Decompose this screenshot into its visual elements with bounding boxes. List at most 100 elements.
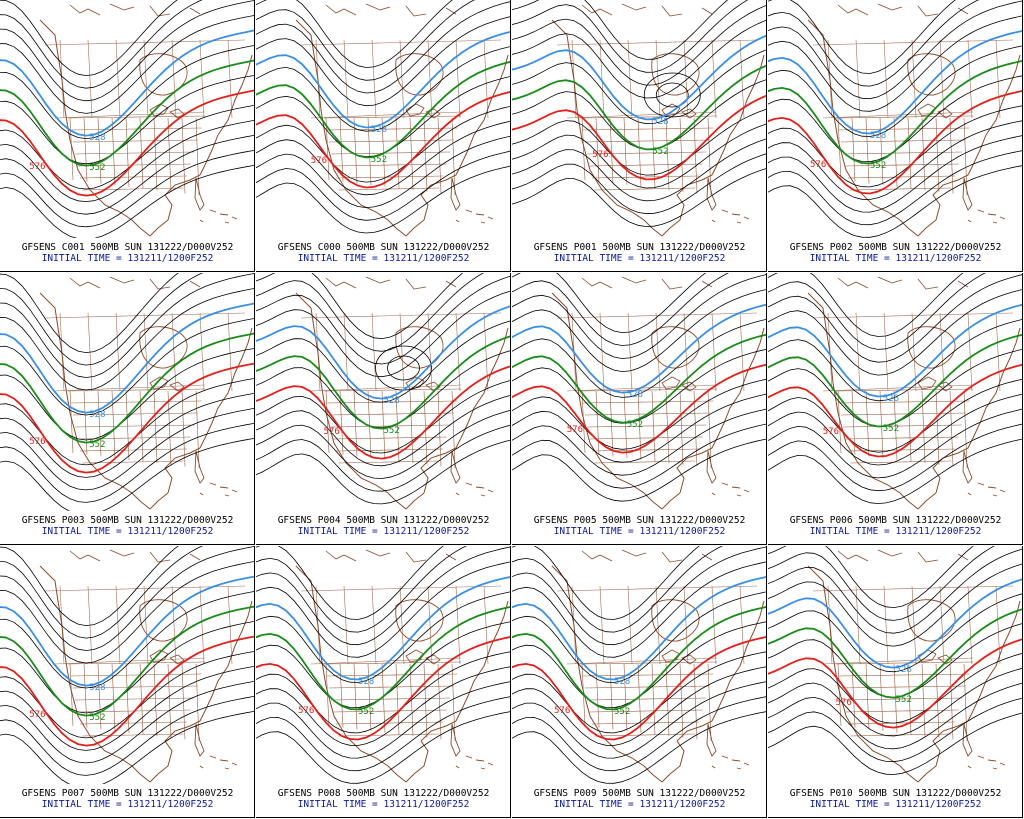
initial-time-label: INITIAL TIME = 131211/1200F252 xyxy=(553,526,726,537)
green-contour-552 xyxy=(768,333,1022,428)
north-america-outline xyxy=(807,276,1021,510)
black-contours xyxy=(0,273,254,511)
map-panel-p008: 528 552 576 GFSENS P008 500MB SUN 131222/D0… xyxy=(256,546,511,818)
panel-title: GFSENS P009 500MB SUN 131222/D000V252 xyxy=(533,788,746,799)
red-contour-label: 576 xyxy=(29,437,45,447)
blue-contour-label: 528 xyxy=(89,683,105,693)
initial-time-label: INITIAL TIME = 131211/1200F252 xyxy=(41,253,214,264)
map-panel-p009: 528 552 576 GFSENS P009 500MB SUN 131222/D0… xyxy=(512,546,767,818)
red-contour-label: 576 xyxy=(311,156,327,166)
north-america-outline xyxy=(39,3,253,237)
black-contours xyxy=(0,0,254,238)
north-america-outline xyxy=(807,549,1021,783)
blue-contour-528 xyxy=(256,305,510,400)
initial-time-label: INITIAL TIME = 131211/1200F252 xyxy=(809,253,982,264)
green-contour-552 xyxy=(768,60,1022,165)
green-contour-552 xyxy=(512,333,766,424)
red-contour-label: 576 xyxy=(836,698,852,708)
initial-time-label: INITIAL TIME = 131211/1200F252 xyxy=(809,799,982,810)
black-contours xyxy=(256,273,510,505)
blue-contour-label: 528 xyxy=(652,117,668,127)
red-contour-576 xyxy=(0,362,254,474)
blue-contour-label: 528 xyxy=(627,390,643,400)
green-contour-552 xyxy=(256,606,510,711)
panel-title: GFSENS P007 500MB SUN 131222/D000V252 xyxy=(21,788,234,799)
red-contour-576 xyxy=(256,636,510,741)
black-contours xyxy=(512,546,766,784)
panel-title: GFSENS C000 500MB SUN 131222/D000V252 xyxy=(277,242,490,253)
blue-contour-label: 528 xyxy=(883,394,899,404)
blue-contour-528 xyxy=(512,303,766,394)
north-america-outline xyxy=(295,3,509,237)
green-contour-552 xyxy=(768,608,1022,699)
red-contour-576 xyxy=(768,363,1022,458)
red-contour-576 xyxy=(512,636,766,741)
panel-title: GFSENS P006 500MB SUN 131222/D000V252 xyxy=(789,515,1002,526)
green-contour-label: 552 xyxy=(89,440,105,450)
panel-title: GFSENS P010 500MB SUN 131222/D000V252 xyxy=(789,788,1002,799)
red-contour-label: 576 xyxy=(823,427,839,437)
panel-title: GFSENS P004 500MB SUN 131222/D000V252 xyxy=(277,515,490,526)
red-contour-label: 576 xyxy=(29,710,45,720)
initial-time-label: INITIAL TIME = 131211/1200F252 xyxy=(41,799,214,810)
green-contour-label: 552 xyxy=(870,161,886,171)
blue-contour-528 xyxy=(512,34,766,121)
height-contour-map: 528 552 576 xyxy=(768,0,1022,238)
blue-contour-label: 528 xyxy=(614,677,630,687)
panel-title: GFSENS P008 500MB SUN 131222/D000V252 xyxy=(277,788,490,799)
red-contour-576 xyxy=(768,638,1022,729)
height-contour-map: 528 552 576 xyxy=(0,546,254,784)
red-contour-576 xyxy=(512,363,766,454)
green-contour-552 xyxy=(512,606,766,711)
green-contour-552 xyxy=(0,59,254,167)
initial-time-label: INITIAL TIME = 131211/1200F252 xyxy=(297,526,470,537)
blue-contour-label: 528 xyxy=(89,133,105,143)
blue-contour-528 xyxy=(768,303,1022,398)
height-contour-map: 528 552 576 xyxy=(256,273,510,510)
red-contour-label: 576 xyxy=(29,162,45,172)
blue-contour-528 xyxy=(0,302,254,414)
panel-title: GFSENS P003 500MB SUN 131222/D000V252 xyxy=(21,515,234,526)
black-contours xyxy=(256,0,510,234)
blue-contour-label: 528 xyxy=(358,677,374,687)
map-panel-c000: 528 552 576 GFSENS C000 500MB SUN 131222/D0… xyxy=(256,0,511,272)
map-panel-p010: 528 552 576 GFSENS P010 500MB SUN 131222/D0… xyxy=(768,546,1023,818)
green-contour-label: 552 xyxy=(652,147,668,157)
map-panel-c001: 528 552 576 GFSENS C001 500MB SUN 131222/D0… xyxy=(0,0,255,272)
blue-contour-528 xyxy=(0,575,254,687)
blue-contour-528 xyxy=(768,578,1022,669)
blue-contour-528 xyxy=(256,30,510,129)
panel-title: GFSENS P005 500MB SUN 131222/D000V252 xyxy=(533,515,746,526)
panel-title: GFSENS P001 500MB SUN 131222/D000V252 xyxy=(533,242,746,253)
green-contour-label: 552 xyxy=(896,695,912,705)
initial-time-label: INITIAL TIME = 131211/1200F252 xyxy=(553,799,726,810)
initial-time-label: INITIAL TIME = 131211/1200F252 xyxy=(297,799,470,810)
map-panel-p003: 528 552 576 GFSENS P003 500MB SUN 131222/D0… xyxy=(0,273,255,545)
red-contour-576 xyxy=(256,90,510,189)
height-contour-map: 528 552 576 xyxy=(768,273,1022,510)
blue-contour-label: 528 xyxy=(371,125,387,135)
red-contour-label: 576 xyxy=(298,706,314,716)
map-panel-p002: 528 552 576 GFSENS P002 500MB SUN 131222/D0… xyxy=(768,0,1023,272)
red-contour-label: 576 xyxy=(324,427,340,437)
height-contour-map: 528 552 576 xyxy=(0,0,254,238)
black-contours xyxy=(768,0,1022,238)
green-contour-552 xyxy=(512,64,766,151)
blue-contour-528 xyxy=(512,576,766,681)
green-contour-552 xyxy=(0,332,254,444)
red-contour-label: 576 xyxy=(567,425,583,435)
map-panel-p004: 528 552 576 GFSENS P004 500MB SUN 131222/D0… xyxy=(256,273,511,545)
red-contour-576 xyxy=(768,90,1022,195)
black-contours xyxy=(0,546,254,784)
blue-contour-label: 528 xyxy=(89,410,105,420)
green-contour-552 xyxy=(256,60,510,159)
blue-contour-528 xyxy=(0,29,254,137)
red-contour-label: 576 xyxy=(810,160,826,170)
red-contour-label: 576 xyxy=(592,150,608,160)
green-contour-label: 552 xyxy=(358,707,374,717)
red-contour-label: 576 xyxy=(554,706,570,716)
map-panel-p006: 528 552 576 GFSENS P006 500MB SUN 131222/D0… xyxy=(768,273,1023,545)
red-contour-576 xyxy=(0,89,254,197)
panel-title: GFSENS P002 500MB SUN 131222/D000V252 xyxy=(789,242,1002,253)
